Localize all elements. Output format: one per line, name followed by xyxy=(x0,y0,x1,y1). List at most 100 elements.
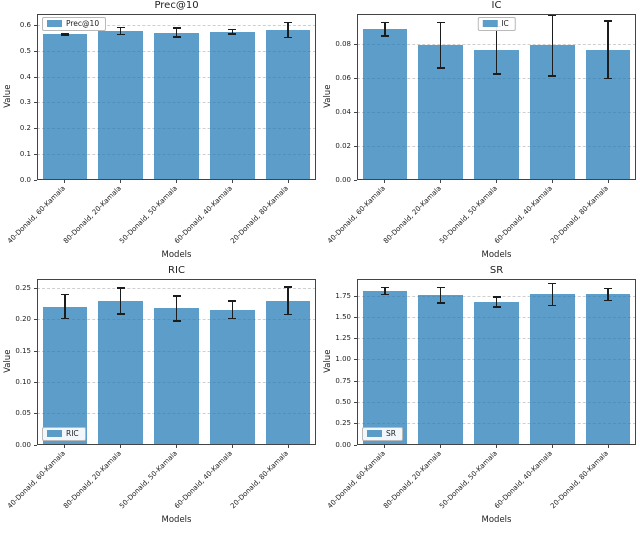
chart-ic: 0.00 0.02 0.04 0.06 0.08 40-Donald, 60-Kamala… xyxy=(320,0,640,265)
y-tick-label: 0.4 xyxy=(19,72,31,81)
y-axis-label: Value xyxy=(2,84,13,108)
error-bar-cap xyxy=(436,286,445,289)
error-bar-cap xyxy=(380,21,389,24)
y-tick xyxy=(34,153,37,155)
x-axis-label: Models xyxy=(481,515,512,525)
y-tick-label: 0.25 xyxy=(335,419,351,428)
x-axis-label: Models xyxy=(161,250,192,260)
y-tick xyxy=(354,43,357,45)
error-bar-line xyxy=(175,295,178,321)
error-bar-line xyxy=(287,287,289,315)
y-tick-label: 0.10 xyxy=(15,377,31,386)
error-bar-line xyxy=(231,300,234,319)
bar xyxy=(362,29,408,180)
y-tick-label: 0.6 xyxy=(19,21,31,30)
bar xyxy=(474,301,519,445)
y-tick-label: 0.05 xyxy=(15,409,31,418)
error-bar-cap xyxy=(228,28,237,31)
y-tick xyxy=(354,295,357,297)
error-bar-cap xyxy=(284,21,293,24)
y-tick xyxy=(34,50,37,52)
y-tick xyxy=(354,359,357,361)
error-bar-line xyxy=(119,27,122,35)
y-tick-label: 0.08 xyxy=(335,39,351,48)
bar xyxy=(154,308,199,445)
error-bar-cap xyxy=(604,287,613,290)
bar xyxy=(98,30,143,180)
error-bar-line xyxy=(64,294,66,319)
x-tick xyxy=(551,180,553,183)
y-tick-label: 0.15 xyxy=(15,346,31,355)
y-tick-label: 1.50 xyxy=(335,312,351,321)
chart-title: SR xyxy=(489,265,504,276)
error-bar-cap xyxy=(548,75,557,77)
gridline xyxy=(357,295,636,297)
error-bar-cap xyxy=(604,77,613,80)
y-tick xyxy=(354,111,357,113)
error-bar-line xyxy=(64,33,66,35)
y-tick xyxy=(354,423,357,425)
error-bar-cap xyxy=(548,304,557,307)
y-tick xyxy=(354,338,357,340)
chart-title: RIC xyxy=(168,265,185,276)
y-tick xyxy=(354,77,357,79)
bar xyxy=(42,306,88,445)
error-bar-cap xyxy=(172,36,181,38)
legend: IC xyxy=(477,17,516,31)
figure-grid: 0.0 0.1 0.2 0.3 0.4 0.5 0.6 40-Donald, 60-Kamal… xyxy=(2,0,640,530)
y-tick-label: 0.06 xyxy=(335,73,351,82)
error-bar-cap xyxy=(60,32,69,35)
y-tick xyxy=(34,25,37,27)
y-tick xyxy=(354,316,357,318)
y-tick xyxy=(34,128,37,130)
error-bar-cap xyxy=(228,33,237,35)
error-bar-cap xyxy=(492,73,501,75)
x-tick xyxy=(551,445,553,448)
chart-sr: 0.00 0.25 0.50 0.75 1.00 1.25 1.50 1.75 40-Donal… xyxy=(320,265,640,530)
x-axis-label: Models xyxy=(481,250,512,260)
error-bar-line xyxy=(607,20,609,79)
bar xyxy=(42,34,88,180)
legend-label: Prec@10 xyxy=(66,19,100,28)
error-bar-line xyxy=(495,26,498,75)
x-tick xyxy=(384,445,386,448)
x-tick xyxy=(176,180,177,183)
error-bar-cap xyxy=(228,317,237,320)
y-tick xyxy=(354,179,357,181)
bar xyxy=(265,300,311,445)
error-bar-cap xyxy=(436,302,445,304)
x-tick xyxy=(231,180,233,183)
y-axis-label: Value xyxy=(322,84,333,108)
error-bar-cap xyxy=(492,306,501,308)
y-tick xyxy=(354,401,357,403)
y-tick xyxy=(34,102,37,104)
error-bar-cap xyxy=(284,313,293,316)
error-bar-cap xyxy=(60,34,69,36)
bar xyxy=(98,300,143,445)
y-tick-label: 0.50 xyxy=(335,397,351,406)
x-tick xyxy=(384,180,386,183)
legend: RIC xyxy=(42,427,86,441)
x-tick xyxy=(607,180,609,183)
error-bar-cap xyxy=(60,293,69,296)
y-tick xyxy=(34,76,37,78)
error-bar-line xyxy=(384,22,386,37)
error-bar-cap xyxy=(172,27,181,29)
bar xyxy=(585,294,631,445)
error-bar-cap xyxy=(548,282,557,284)
y-tick-label: 0.00 xyxy=(335,440,351,449)
error-bar-cap xyxy=(284,286,293,288)
bar xyxy=(418,295,463,445)
y-tick-label: 0.75 xyxy=(335,376,351,385)
error-bar-line xyxy=(119,287,122,315)
error-bar-cap xyxy=(172,295,181,297)
y-tick-label: 0.3 xyxy=(19,98,31,107)
error-bar-line xyxy=(551,283,554,306)
gridline xyxy=(37,287,316,289)
error-bar-cap xyxy=(380,35,389,37)
x-tick xyxy=(287,445,289,448)
y-tick-label: 0.25 xyxy=(15,283,31,292)
y-tick xyxy=(354,145,357,147)
y-tick xyxy=(34,350,37,352)
error-bar-line xyxy=(287,22,289,38)
